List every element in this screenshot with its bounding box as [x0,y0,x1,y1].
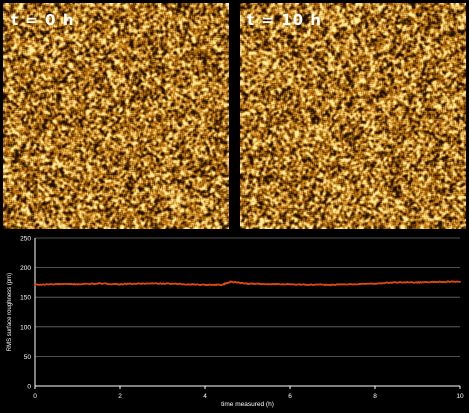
afm-image-t10 [240,3,466,229]
series-point-0-14 [310,283,313,286]
series-line-0 [34,280,461,287]
series-point-0-0 [34,283,36,286]
y-tick-labels: 0 50 100 150 200 250 [20,236,31,391]
series-point-0-3 [97,282,100,285]
afm-image-t0 [3,3,229,229]
x-tick-label-0: 0 [33,393,37,400]
series-point-0-2 [76,283,79,286]
series-point-0-12 [267,283,270,286]
x-tick-label-2: 2 [118,393,122,400]
x-tick-label-8: 8 [373,393,377,400]
series-point-0-20 [437,280,440,283]
y-tick-label-250: 250 [20,236,31,243]
y-tick-label-50: 50 [24,354,32,361]
y-tick-label-150: 150 [20,295,31,302]
series-point-0-19 [416,281,419,284]
chart-grid [35,237,460,387]
series-point-0-5 [140,282,143,285]
roughness-chart: 0 50 100 150 200 250 0 2 4 6 8 10 time measured (h… [7,236,464,409]
series-point-0-4 [119,283,121,286]
x-tick-label-4: 4 [203,393,207,400]
series-point-0-15 [331,283,334,286]
series-point-0-13 [289,283,291,286]
series-point-0-7 [182,283,185,286]
afm-label-t0: t = 0 h [11,11,75,29]
series-layer [34,280,461,287]
series-point-0-18 [395,281,398,284]
series-point-0-6 [161,282,164,285]
x-axis-label: time measured (h) [221,401,274,408]
x-tick-label-10: 10 [456,393,464,400]
series-point-0-21 [459,280,461,283]
y-tick-label-0: 0 [27,384,31,391]
series-point-0-16 [352,283,355,286]
series-point-0-8 [204,283,206,286]
series-point-0-11 [246,282,249,285]
series-point-0-17 [374,282,376,285]
x-tick-label-6: 6 [288,393,292,400]
x-tick-labels: 0 2 4 6 8 10 [33,393,464,400]
afm-label-t10: t = 10 h [247,11,322,29]
series-point-0-10 [229,280,232,283]
y-axis-label: RMS surface roughness (pm) [7,273,13,351]
y-tick-label-200: 200 [20,265,31,272]
chart-axes [34,238,461,389]
y-tick-label-100: 100 [20,324,31,331]
series-point-0-9 [221,283,223,286]
series-point-0-1 [55,283,58,286]
